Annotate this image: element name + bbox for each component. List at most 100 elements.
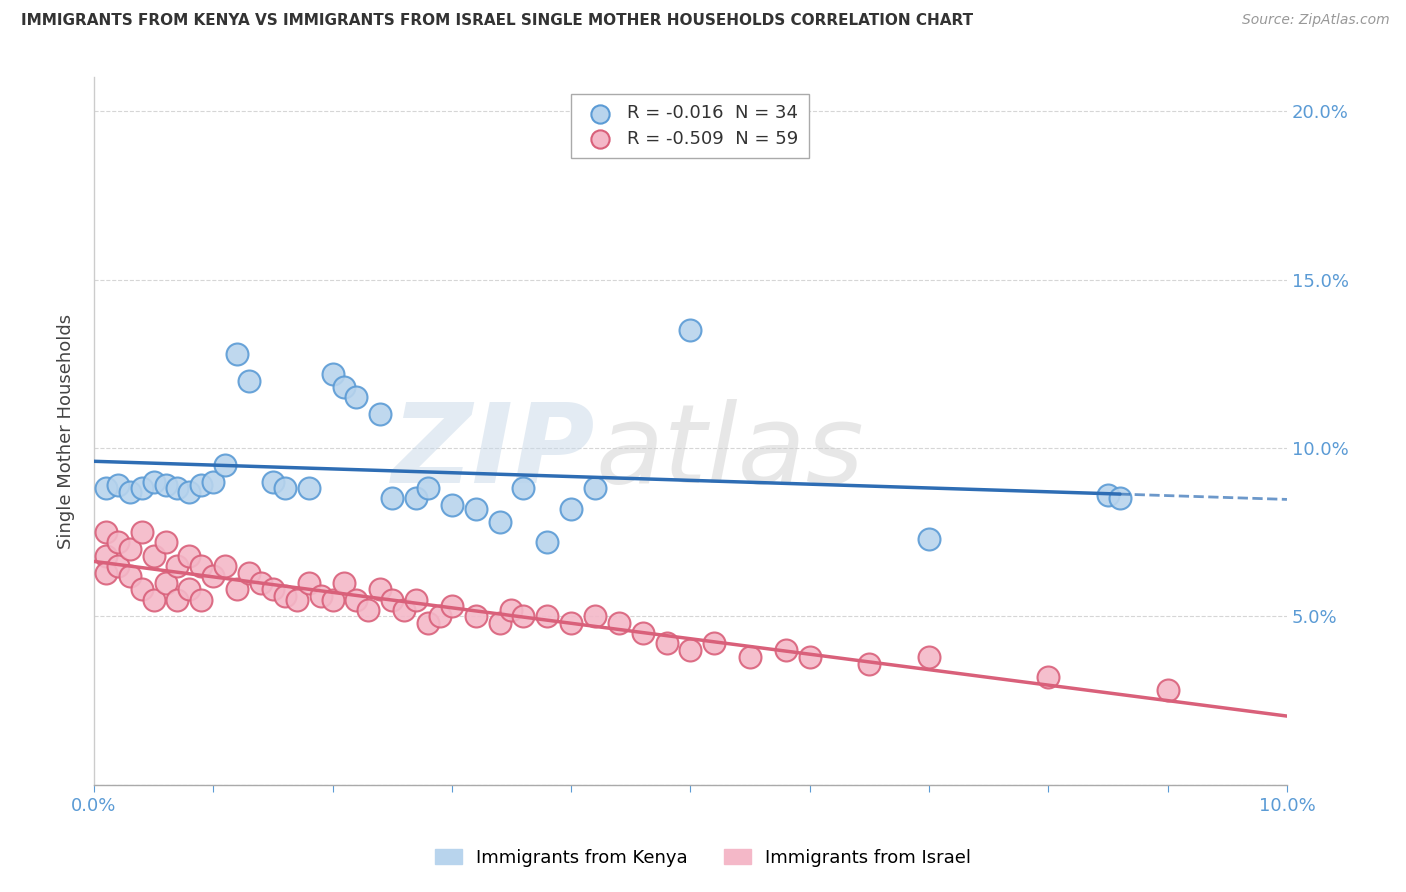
Point	[368, 407, 391, 421]
Point	[679, 323, 702, 337]
Point	[166, 481, 188, 495]
Point	[131, 525, 153, 540]
Point	[179, 549, 201, 563]
Point	[560, 501, 582, 516]
Point	[333, 575, 356, 590]
Point	[429, 609, 451, 624]
Point	[918, 649, 941, 664]
Point	[416, 481, 439, 495]
Legend: R = -0.016  N = 34, R = -0.509  N = 59: R = -0.016 N = 34, R = -0.509 N = 59	[571, 94, 810, 159]
Point	[344, 592, 367, 607]
Point	[357, 602, 380, 616]
Point	[322, 367, 344, 381]
Point	[166, 558, 188, 573]
Point	[381, 592, 404, 607]
Point	[536, 535, 558, 549]
Text: atlas: atlas	[595, 399, 863, 506]
Point	[250, 575, 273, 590]
Point	[1156, 683, 1178, 698]
Point	[262, 582, 284, 597]
Point	[94, 481, 117, 495]
Point	[607, 616, 630, 631]
Point	[918, 532, 941, 546]
Point	[107, 535, 129, 549]
Point	[274, 589, 297, 603]
Point	[583, 609, 606, 624]
Point	[238, 374, 260, 388]
Point	[107, 558, 129, 573]
Point	[488, 616, 510, 631]
Point	[190, 558, 212, 573]
Point	[190, 592, 212, 607]
Point	[512, 609, 534, 624]
Text: ZIP: ZIP	[391, 399, 595, 506]
Point	[190, 478, 212, 492]
Point	[560, 616, 582, 631]
Point	[381, 491, 404, 506]
Point	[679, 643, 702, 657]
Point	[298, 575, 321, 590]
Point	[142, 549, 165, 563]
Point	[118, 569, 141, 583]
Point	[179, 484, 201, 499]
Point	[202, 569, 225, 583]
Point	[238, 566, 260, 580]
Point	[226, 346, 249, 360]
Point	[405, 592, 427, 607]
Point	[368, 582, 391, 597]
Point	[309, 589, 332, 603]
Point	[488, 515, 510, 529]
Point	[94, 566, 117, 580]
Point	[202, 475, 225, 489]
Point	[226, 582, 249, 597]
Point	[631, 626, 654, 640]
Point	[298, 481, 321, 495]
Text: Source: ZipAtlas.com: Source: ZipAtlas.com	[1241, 13, 1389, 28]
Text: IMMIGRANTS FROM KENYA VS IMMIGRANTS FROM ISRAEL SINGLE MOTHER HOUSEHOLDS CORRELA: IMMIGRANTS FROM KENYA VS IMMIGRANTS FROM…	[21, 13, 973, 29]
Point	[131, 582, 153, 597]
Point	[405, 491, 427, 506]
Point	[440, 498, 463, 512]
Point	[142, 592, 165, 607]
Point	[655, 636, 678, 650]
Point	[464, 609, 486, 624]
Point	[285, 592, 308, 607]
Point	[333, 380, 356, 394]
Point	[1109, 491, 1132, 506]
Point	[118, 541, 141, 556]
Point	[322, 592, 344, 607]
Point	[501, 602, 523, 616]
Point	[858, 657, 880, 671]
Point	[262, 475, 284, 489]
Point	[464, 501, 486, 516]
Point	[118, 484, 141, 499]
Point	[416, 616, 439, 631]
Point	[1038, 670, 1060, 684]
Point	[155, 575, 177, 590]
Point	[344, 391, 367, 405]
Point	[142, 475, 165, 489]
Point	[392, 602, 415, 616]
Y-axis label: Single Mother Households: Single Mother Households	[58, 313, 75, 549]
Point	[214, 558, 236, 573]
Point	[155, 478, 177, 492]
Point	[179, 582, 201, 597]
Point	[775, 643, 797, 657]
Point	[799, 649, 821, 664]
Point	[583, 481, 606, 495]
Point	[274, 481, 297, 495]
Point	[94, 525, 117, 540]
Point	[131, 481, 153, 495]
Point	[155, 535, 177, 549]
Legend: Immigrants from Kenya, Immigrants from Israel: Immigrants from Kenya, Immigrants from I…	[427, 842, 979, 874]
Point	[536, 609, 558, 624]
Point	[214, 458, 236, 472]
Point	[440, 599, 463, 614]
Point	[703, 636, 725, 650]
Point	[512, 481, 534, 495]
Point	[107, 478, 129, 492]
Point	[1097, 488, 1119, 502]
Point	[738, 649, 761, 664]
Point	[94, 549, 117, 563]
Point	[166, 592, 188, 607]
